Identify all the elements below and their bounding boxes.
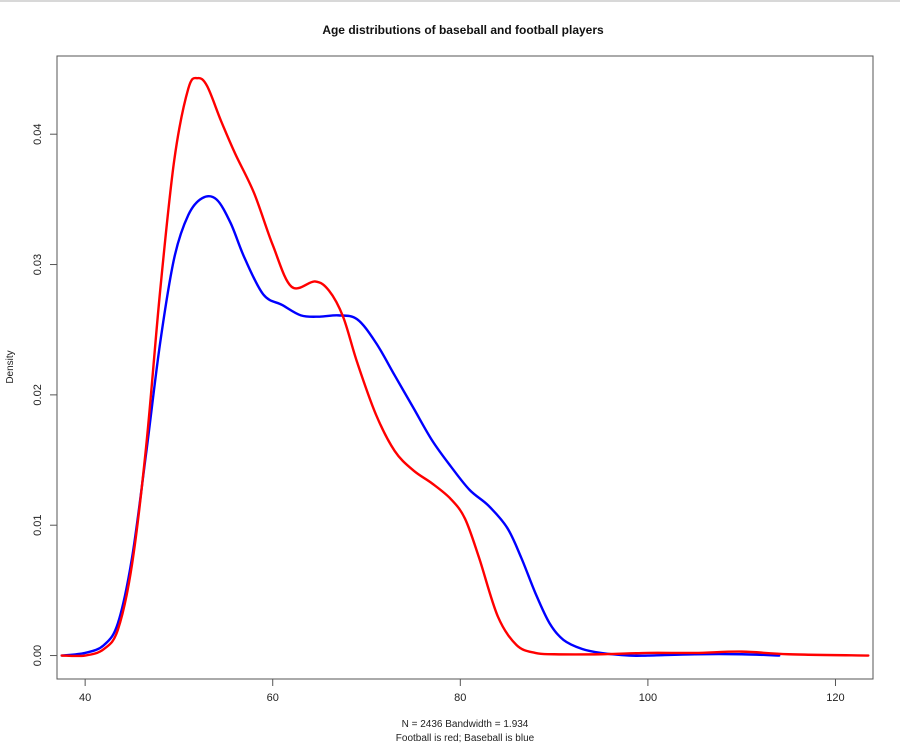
plot-frame: [56, 55, 874, 680]
x-axis-label-line2: Football is red; Baseball is blue: [396, 733, 535, 744]
y-tick-label: 0.03: [32, 254, 44, 275]
x-tick-label: 60: [267, 692, 279, 704]
x-axis-label-line1: N = 2436 Bandwidth = 1.934: [402, 719, 529, 730]
density-curve-baseball: [60, 194, 781, 657]
y-axis: 0.00 0.01 0.02 0.03 0.04: [32, 123, 58, 666]
x-tick-label: 100: [639, 692, 657, 704]
chart-title: Age distributions of baseball and footba…: [322, 23, 604, 37]
x-axis: 40 60 80 100 120: [79, 678, 845, 704]
y-tick-label: 0.01: [32, 514, 44, 535]
density-curve-football: [60, 76, 870, 658]
y-tick-label: 0.02: [32, 384, 44, 405]
x-tick-label: 80: [454, 692, 466, 704]
series-layer: [60, 76, 870, 658]
y-tick-label: 0.04: [32, 123, 44, 144]
y-axis-label: Density: [5, 350, 16, 383]
x-tick-label: 40: [79, 692, 91, 704]
y-tick-label: 0.00: [32, 645, 44, 666]
x-tick-label: 120: [826, 692, 844, 704]
